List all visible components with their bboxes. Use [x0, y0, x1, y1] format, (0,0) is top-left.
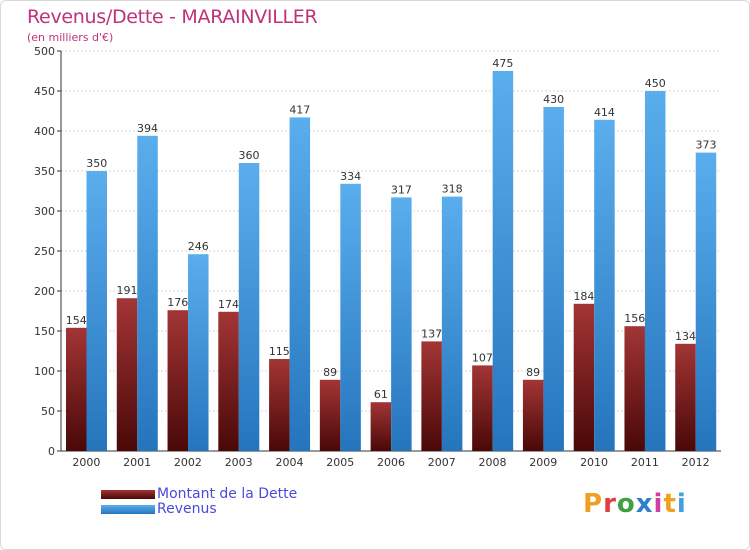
y-tick-label: 200 [34, 285, 55, 298]
bar-revenue [289, 117, 311, 452]
data-label-revenue: 350 [86, 157, 107, 170]
bar-revenue [86, 171, 107, 451]
data-label-debt: 176 [167, 296, 188, 309]
data-labels: 154 350 191 394 176 246 174 360 115 417 89 334 61 317… [66, 57, 717, 401]
x-tick-label: 2004 [275, 456, 303, 469]
legend-label-revenue: Revenus [157, 501, 217, 517]
bar-revenue [594, 119, 615, 452]
x-tick-label: 2008 [479, 456, 507, 469]
data-label-revenue: 246 [188, 240, 209, 253]
logo-letter: r [603, 489, 617, 519]
x-tick-label: 2006 [377, 456, 405, 469]
bar-debt [472, 365, 493, 451]
bar-revenue [695, 152, 717, 451]
bar-revenue [543, 107, 564, 451]
bar-revenue [391, 197, 412, 451]
y-tick-label: 150 [34, 325, 55, 338]
bar-debt [116, 298, 138, 451]
data-label-revenue: 394 [137, 122, 158, 135]
data-label-debt: 107 [472, 351, 493, 364]
logo-letter: i [653, 489, 664, 519]
bar-revenue [340, 183, 361, 452]
bar-debt [269, 359, 290, 451]
y-tick-label: 0 [48, 445, 55, 458]
bar-debt [167, 310, 189, 451]
bar-debt [370, 402, 392, 451]
logo-letter: x [635, 489, 654, 519]
bar-debt [522, 379, 544, 451]
data-label-revenue: 360 [239, 149, 260, 162]
legend-item-debt: Montant de la Dette [101, 487, 297, 502]
data-label-revenue: 475 [492, 57, 513, 70]
legend-label-debt: Montant de la Dette [157, 486, 298, 502]
legend-swatch-revenue [101, 505, 155, 514]
data-label-revenue: 373 [695, 139, 716, 152]
data-label-revenue: 430 [543, 93, 564, 106]
y-tick-label: 450 [34, 85, 55, 98]
x-tick-label: 2003 [225, 456, 253, 469]
legend-swatch-debt [101, 490, 155, 499]
bar-revenue [441, 196, 463, 451]
data-label-revenue: 417 [289, 103, 310, 116]
bars [66, 71, 717, 452]
chart-title: Revenus/Dette - MARAINVILLER [27, 6, 318, 28]
data-label-debt: 156 [624, 312, 645, 325]
x-tick-label: 2009 [529, 456, 557, 469]
data-label-debt: 115 [269, 345, 290, 358]
data-label-revenue: 317 [391, 183, 412, 196]
bar-revenue [137, 135, 158, 452]
data-label-debt: 174 [218, 298, 239, 311]
y-tick-label: 400 [34, 125, 55, 138]
logo-letter: o [616, 489, 636, 519]
logo-letter: i [676, 489, 687, 519]
grid-lines [61, 50, 721, 452]
logo-letter: P [583, 489, 604, 519]
data-label-revenue: 318 [442, 183, 463, 196]
bar-revenue [188, 254, 209, 451]
y-tick-label: 50 [41, 405, 55, 418]
data-label-debt: 134 [675, 330, 696, 343]
data-label-debt: 89 [323, 366, 337, 379]
data-label-revenue: 450 [645, 77, 666, 90]
y-tick-label: 350 [34, 165, 55, 178]
y-tick-label: 100 [34, 365, 55, 378]
bar-debt [66, 327, 87, 451]
bar-debt [573, 303, 595, 451]
x-tick-label: 2005 [326, 456, 354, 469]
data-label-debt: 137 [421, 327, 442, 340]
y-tick-label: 500 [34, 45, 55, 58]
legend: Montant de la Dette Revenus [101, 487, 297, 517]
y-tick-label: 250 [34, 245, 55, 258]
y-tick-label: 300 [34, 205, 55, 218]
bar-debt [624, 326, 645, 451]
x-tick-label: 2012 [682, 456, 710, 469]
data-label-revenue: 414 [594, 106, 615, 119]
x-tick-label: 2001 [123, 456, 151, 469]
bar-debt [421, 341, 442, 451]
bar-revenue [644, 91, 666, 451]
x-tick-label: 2002 [174, 456, 202, 469]
chart-subtitle: (en milliers d'€) [27, 31, 114, 44]
x-tick-label: 2007 [428, 456, 456, 469]
axes: 0 50 100 150 200 250 300 350 400 450 500 2000 2001 20… [34, 45, 721, 469]
data-label-debt: 61 [374, 388, 388, 401]
bar-revenue [238, 163, 260, 451]
legend-item-revenue: Revenus [101, 502, 297, 517]
x-tick-label: 2010 [580, 456, 608, 469]
data-label-debt: 89 [526, 366, 540, 379]
data-label-debt: 154 [66, 314, 87, 327]
bar-debt [675, 343, 696, 451]
x-tick-label: 2000 [72, 456, 100, 469]
proxiti-logo: Proxiti [583, 489, 687, 519]
bar-revenue [492, 71, 514, 451]
bar-debt [319, 379, 341, 451]
data-label-revenue: 334 [340, 170, 361, 183]
logo-letter: t [663, 489, 677, 519]
bar-debt [218, 311, 239, 451]
data-label-debt: 184 [573, 290, 594, 303]
x-tick-label: 2011 [631, 456, 659, 469]
data-label-debt: 191 [117, 284, 138, 297]
